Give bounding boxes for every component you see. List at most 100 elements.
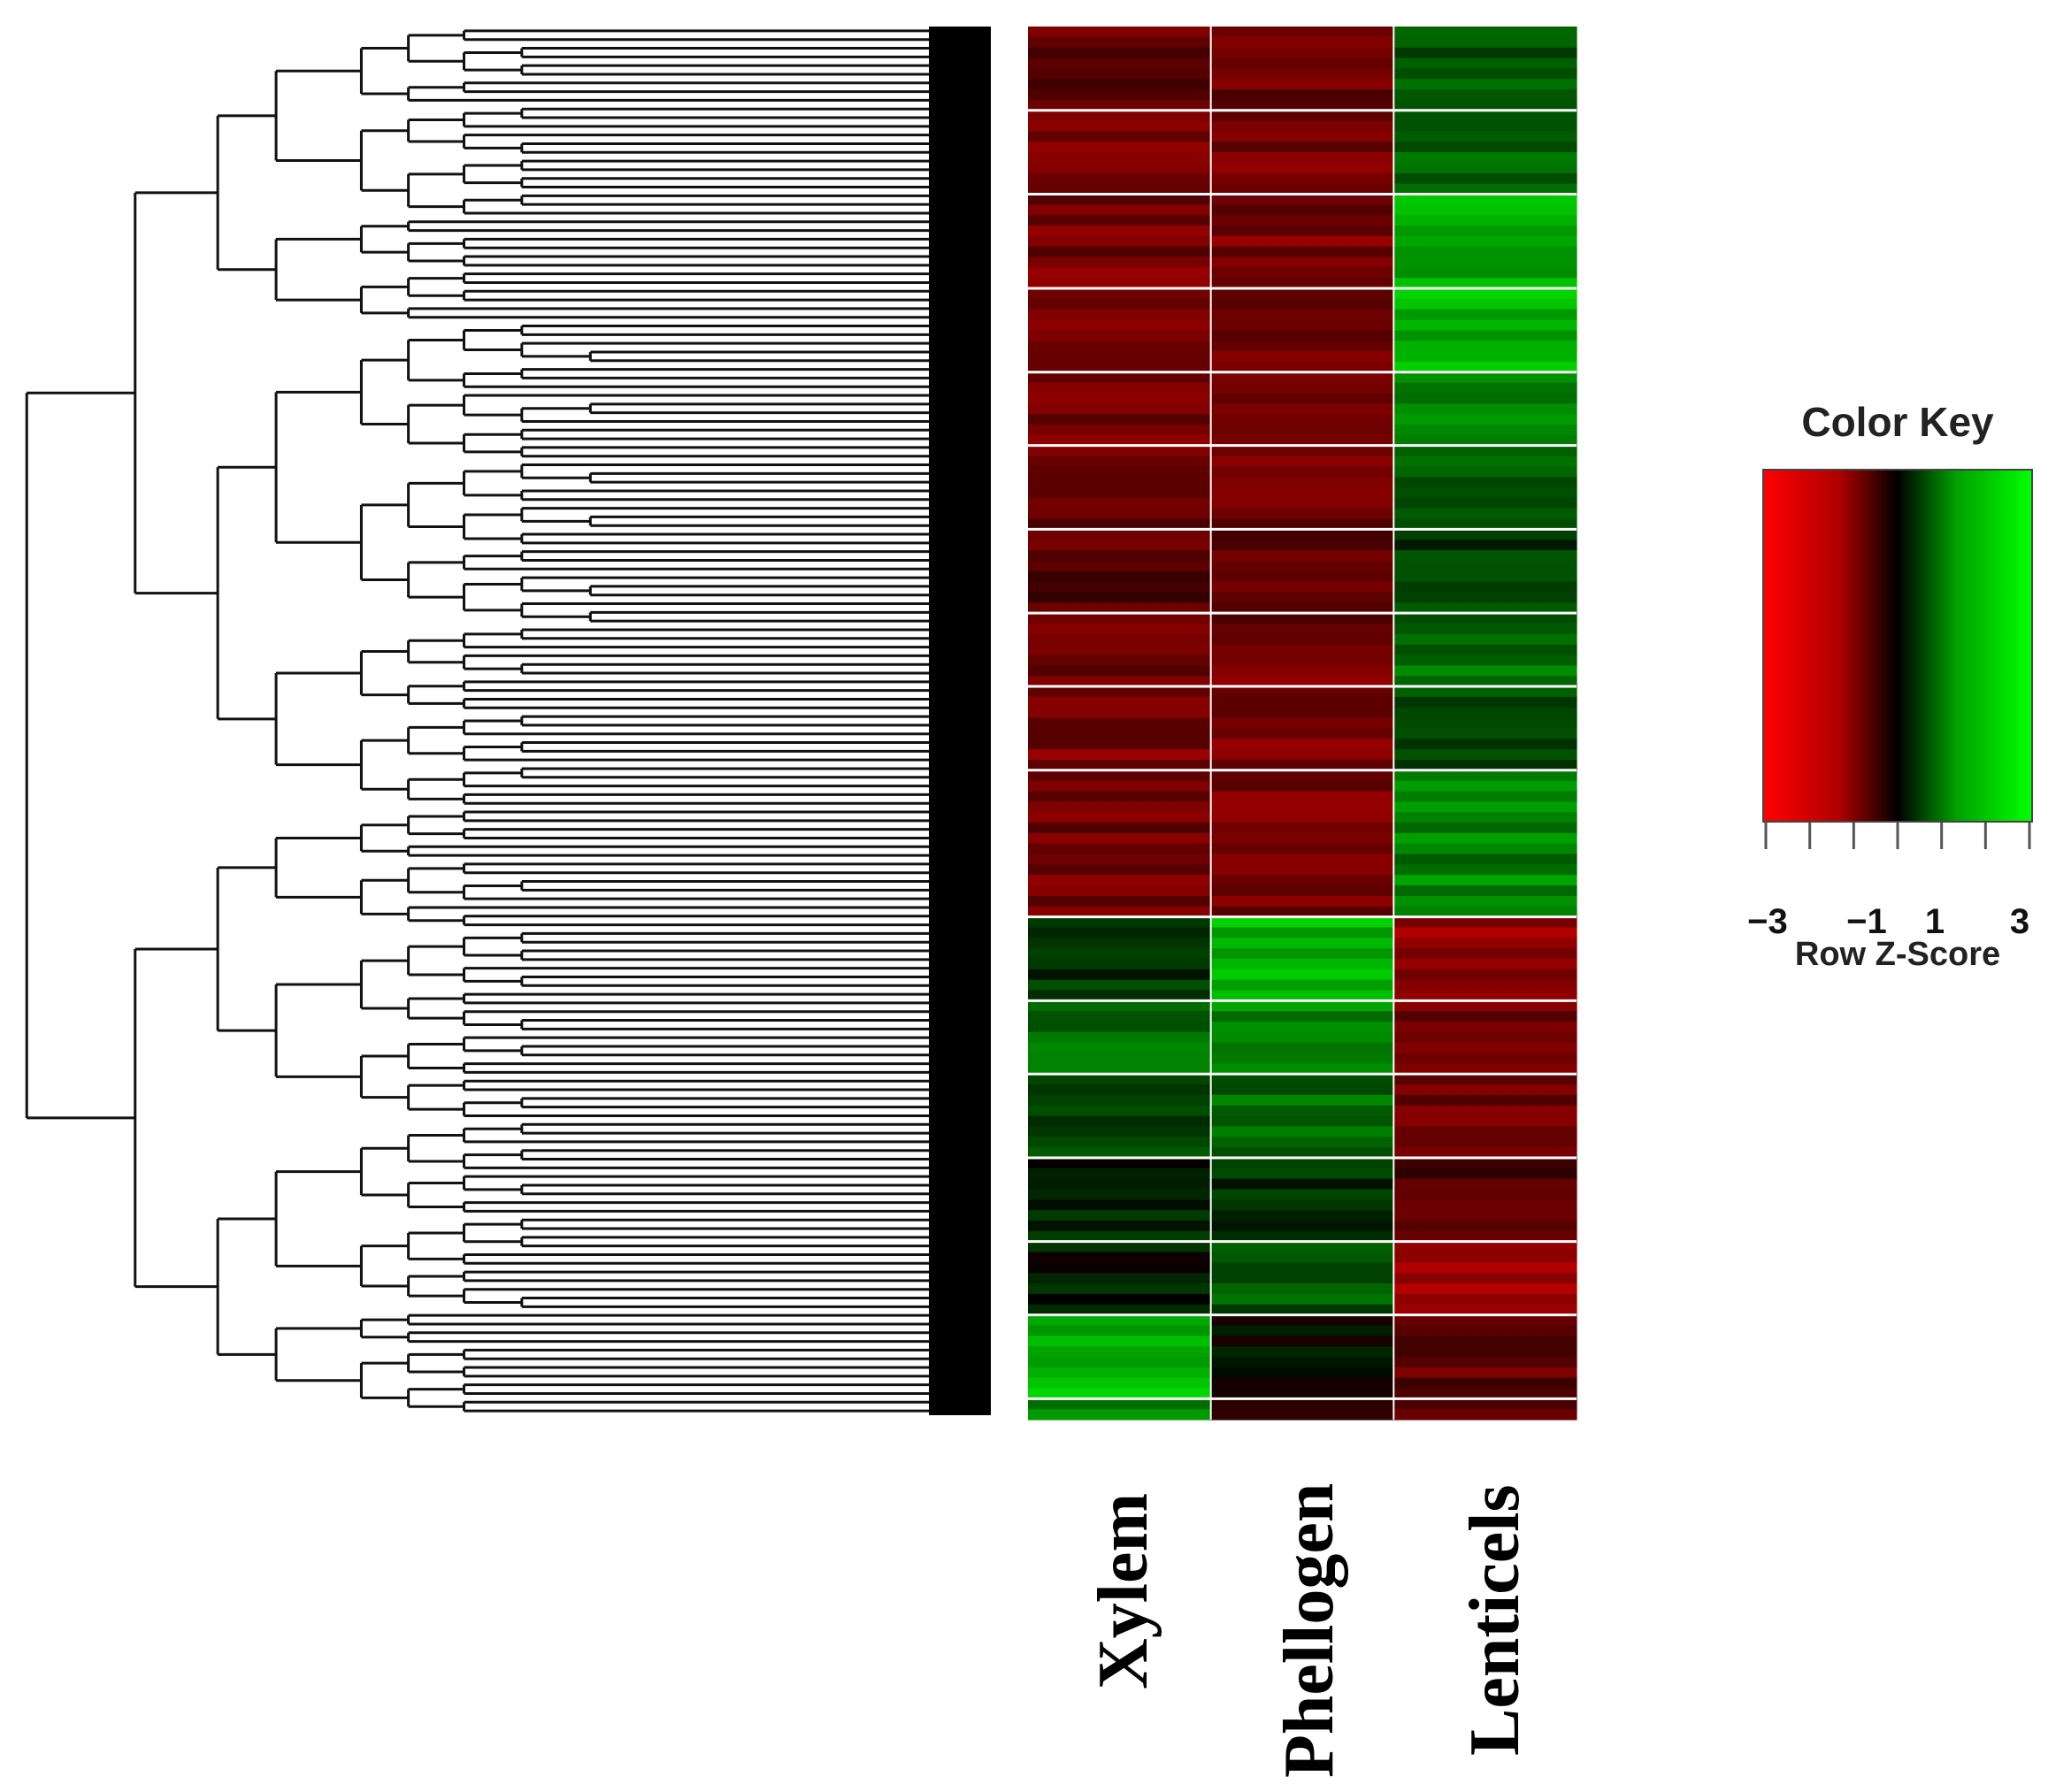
heatmap-cell	[1210, 36, 1394, 49]
heatmap-cell	[1393, 1168, 1577, 1180]
heatmap-cell	[1210, 361, 1394, 373]
heatmap-cell	[1028, 425, 1212, 436]
heatmap-cell	[1210, 267, 1394, 279]
heatmap-cell	[1393, 906, 1577, 918]
heatmap-cell	[1210, 550, 1394, 562]
heatmap-cell	[1210, 1115, 1394, 1128]
heatmap-cell	[1028, 812, 1212, 823]
heatmap-cell	[1393, 979, 1577, 992]
heatmap-cell	[1210, 895, 1394, 907]
heatmap-cell	[1210, 948, 1394, 960]
heatmap-cell	[1393, 990, 1577, 1001]
heatmap-cell	[1393, 1074, 1577, 1085]
heatmap-cell	[1393, 571, 1577, 583]
heatmap-cell	[1210, 1388, 1394, 1399]
heatmap-cell	[1028, 1221, 1212, 1232]
heatmap-cell	[1028, 257, 1212, 268]
heatmap-cell	[1393, 581, 1577, 594]
heatmap-cell	[1393, 686, 1577, 698]
heatmap-cell	[1028, 581, 1212, 594]
heatmap-cell	[1393, 1377, 1577, 1390]
heatmap-cell	[1210, 120, 1394, 133]
heatmap-cell	[1210, 1241, 1394, 1253]
heatmap-cell	[1393, 717, 1577, 730]
heatmap-cell	[1028, 288, 1212, 300]
heatmap-cell	[1393, 1336, 1577, 1347]
heatmap-cell	[1028, 487, 1212, 499]
heatmap-cell	[1210, 728, 1394, 739]
heatmap-cell	[1028, 1398, 1212, 1410]
heatmap-cell	[1393, 749, 1577, 761]
dendrogram	[25, 27, 991, 1415]
heatmap-cell	[1393, 602, 1577, 614]
heatmap-cell	[1028, 434, 1212, 447]
heatmap-cell	[1393, 403, 1577, 415]
heatmap-cell	[1393, 1189, 1577, 1200]
heatmap-cell	[1028, 36, 1212, 49]
heatmap-cell	[1393, 445, 1577, 457]
heatmap-cell	[1028, 1252, 1212, 1263]
heatmap-cell	[1393, 707, 1577, 719]
heatmap-cell	[1393, 540, 1577, 551]
heatmap-cell	[1393, 1147, 1577, 1159]
heatmap-cell	[1028, 1293, 1212, 1306]
heatmap-cell	[1393, 1241, 1577, 1253]
heatmap-cell	[1028, 969, 1212, 981]
heatmap-cell	[1210, 1273, 1394, 1284]
heatmap-cell	[1393, 696, 1577, 708]
heatmap-cell	[1210, 1189, 1394, 1200]
heatmap-cell	[1210, 425, 1394, 436]
heatmap-cell	[1393, 309, 1577, 321]
heatmap-cell	[1210, 131, 1394, 142]
heatmap-cell	[1028, 1409, 1212, 1421]
heatmap-cell	[1210, 1199, 1394, 1211]
heatmap-cell	[1210, 466, 1394, 478]
heatmap-cell	[1210, 1074, 1394, 1085]
heatmap-cell	[1210, 1168, 1394, 1180]
heatmap-cell	[1393, 351, 1577, 363]
heatmap-cell	[1393, 1252, 1577, 1263]
heatmap-cell	[1393, 780, 1577, 793]
heatmap-cell	[1028, 319, 1212, 332]
heatmap-cell	[1028, 1157, 1212, 1169]
heatmap-cell	[1393, 1022, 1577, 1033]
heatmap-cell	[1210, 707, 1394, 719]
heatmap-cell	[1028, 1346, 1212, 1358]
heatmap-cell	[1028, 1063, 1212, 1075]
heatmap-cell	[1210, 655, 1394, 666]
heatmap-cell	[1393, 110, 1577, 122]
heatmap-cell	[1028, 89, 1212, 101]
heatmap-cell	[1028, 739, 1212, 750]
heatmap-cell	[1210, 602, 1394, 614]
heatmap-cell	[1210, 246, 1394, 258]
heatmap-cell	[1028, 99, 1212, 111]
heatmap-cell	[1028, 278, 1212, 289]
heatmap-cell	[1028, 801, 1212, 813]
heatmap-cell	[1028, 246, 1212, 258]
heatmap-cell	[1210, 613, 1394, 624]
heatmap-cell	[1028, 47, 1212, 59]
heatmap-cell	[1028, 1283, 1212, 1295]
heatmap-cell	[1210, 1147, 1394, 1159]
heatmap-cell	[1028, 759, 1212, 771]
heatmap-cell	[1210, 79, 1394, 90]
heatmap-cell	[1393, 298, 1577, 310]
heatmap-cell	[1210, 823, 1394, 834]
heatmap-cell	[1028, 1262, 1212, 1274]
heatmap-cell	[1393, 1011, 1577, 1022]
heatmap-cell	[1210, 226, 1394, 237]
heatmap-cell	[1210, 780, 1394, 793]
heatmap-cell	[1210, 717, 1394, 730]
heatmap-cell	[1210, 27, 1394, 38]
heatmap-cell	[1028, 958, 1212, 970]
heatmap-cell	[1028, 445, 1212, 457]
heatmap-cell	[1393, 120, 1577, 133]
heatmap-cell	[1210, 47, 1394, 59]
heatmap-cell	[1210, 843, 1394, 855]
heatmap-cell	[1210, 1293, 1394, 1306]
color-key-tick-label: −3	[1747, 902, 1788, 941]
heatmap-cell	[1393, 1000, 1577, 1012]
heatmap-cell	[1028, 68, 1212, 80]
heatmap-cell	[1393, 958, 1577, 970]
heatmap-cell	[1028, 885, 1212, 897]
